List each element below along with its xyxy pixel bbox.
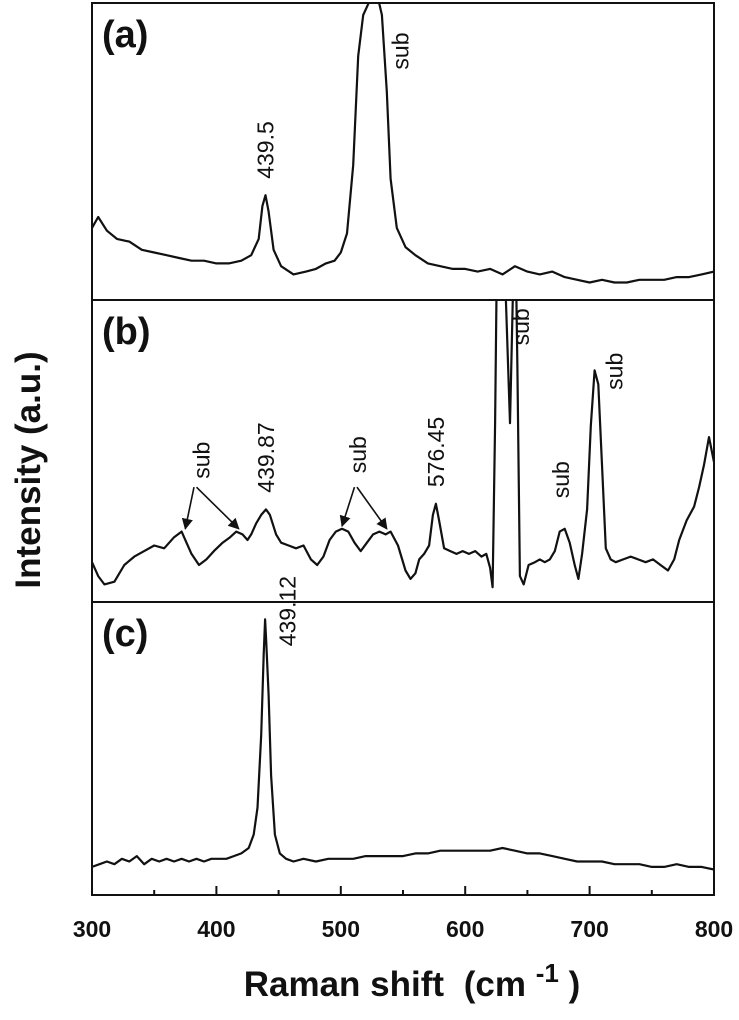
x-axis-unit: (cm bbox=[464, 965, 526, 1004]
peak-annotation-1-6: sub bbox=[601, 353, 627, 390]
x-tick-label: 300 bbox=[73, 916, 111, 942]
annotation-arrow-1-2 bbox=[339, 486, 356, 528]
panel-frame-2 bbox=[91, 601, 715, 896]
annotation-arrow-1-0 bbox=[181, 486, 195, 530]
peak-annotation-0-1: sub bbox=[388, 33, 414, 70]
peak-annotation-1-3: 576.45 bbox=[423, 417, 449, 487]
x-axis-ticks: 300 400 500 600 700 800 bbox=[73, 886, 733, 942]
x-tick-label: 500 bbox=[322, 916, 360, 942]
x-tick-label: 600 bbox=[446, 916, 484, 942]
y-axis-label: Intensity (a.u.) bbox=[9, 351, 48, 588]
panel-label-2: (c) bbox=[102, 613, 148, 655]
panel-label-1: (b) bbox=[102, 311, 151, 353]
x-axis-label-text: Raman shift bbox=[244, 965, 445, 1004]
spectrum-line-2 bbox=[92, 618, 714, 871]
peak-annotations: (a) 439.5 sub (b) sub 439.87 sub 576.45 sub sub su… bbox=[102, 14, 627, 655]
peak-annotation-1-5: sub bbox=[548, 461, 574, 498]
x-tick-label: 800 bbox=[695, 916, 733, 942]
x-axis-unit-exponent: -1 bbox=[536, 958, 559, 988]
x-tick-label: 400 bbox=[197, 916, 235, 942]
peak-annotation-0-0: 439.5 bbox=[253, 121, 279, 179]
spectrum-line-1 bbox=[92, 300, 714, 589]
peak-annotation-1-1: 439.87 bbox=[253, 422, 279, 492]
panel-label-0: (a) bbox=[102, 14, 148, 56]
x-tick-label: 700 bbox=[570, 916, 608, 942]
spectrum-traces bbox=[92, 3, 714, 871]
spectrum-line-0 bbox=[92, 3, 714, 284]
panel-frame-1 bbox=[91, 299, 715, 603]
x-axis-label: Raman shift (cm -1 ) bbox=[244, 951, 581, 1004]
plot-frames bbox=[91, 2, 715, 896]
peak-annotation-1-0: sub bbox=[188, 442, 214, 479]
peak-annotation-1-4: sub bbox=[508, 308, 534, 345]
peak-annotation-2-0: 439.12 bbox=[274, 576, 300, 646]
x-axis-unit-close: ) bbox=[569, 965, 581, 1004]
annotation-arrow-1-3 bbox=[356, 486, 388, 530]
annotation-arrow-1-1 bbox=[195, 486, 240, 530]
peak-annotation-1-2: sub bbox=[345, 436, 371, 473]
